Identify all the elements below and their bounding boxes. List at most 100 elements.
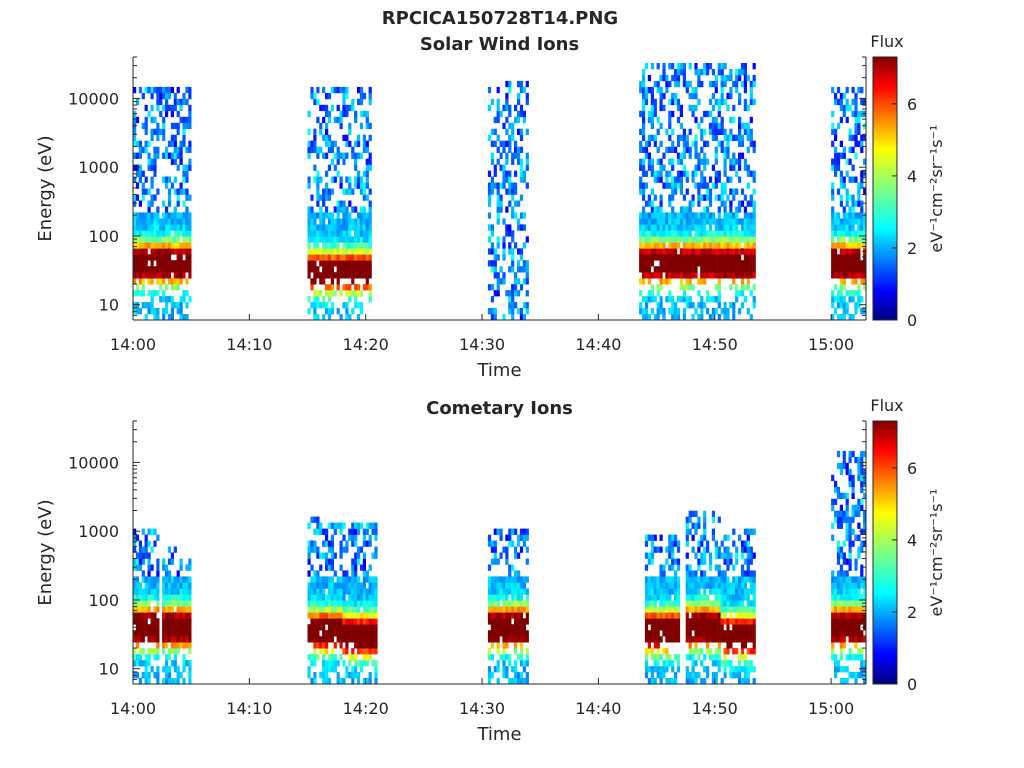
- flux-cell-burst-5: [508, 564, 512, 571]
- flux-cell-burst-7: [685, 522, 689, 529]
- flux-cell-burst-8: [732, 636, 736, 643]
- flux-cell-burst-5: [519, 618, 524, 625]
- flux-cell-burst-2: [162, 600, 166, 607]
- flux-cell-burst-5: [842, 182, 846, 189]
- flux-cell-burst-5: [505, 618, 509, 625]
- flux-cell-burst-7: [711, 618, 715, 625]
- flux-cell-burst-3: [487, 248, 492, 255]
- flux-cell-burst-4: [740, 152, 745, 159]
- flux-cell-burst-2: [351, 308, 355, 315]
- flux-cell-burst-4: [345, 636, 349, 643]
- flux-cell-burst-3: [322, 624, 326, 631]
- flux-cell-burst-4: [752, 200, 756, 207]
- flux-cell-burst-8: [740, 612, 745, 619]
- flux-cell-burst-1: [170, 236, 174, 243]
- flux-cell-burst-3: [313, 660, 317, 667]
- flux-cell-burst-4: [720, 194, 724, 201]
- flux-cell-burst-1: [150, 224, 154, 231]
- flux-cell-burst-2: [319, 254, 323, 261]
- flux-cell-burst-6: [659, 594, 663, 601]
- flux-cell-burst-6: [671, 576, 675, 583]
- flux-cell-burst-7: [688, 516, 692, 523]
- flux-cell-burst-7: [703, 624, 707, 631]
- flux-cell-burst-4: [708, 98, 713, 106]
- flux-cell-burst-9: [857, 504, 861, 511]
- flux-cell-burst-4: [665, 176, 669, 183]
- flux-cell-burst-1: [147, 588, 151, 595]
- flux-cell-burst-4: [706, 194, 710, 201]
- flux-cell-burst-4: [656, 314, 660, 321]
- flux-cell-burst-7: [694, 510, 698, 517]
- flux-cell-burst-2: [339, 176, 343, 183]
- flux-cell-burst-4: [703, 272, 707, 279]
- flux-cell-burst-1: [150, 200, 154, 207]
- flux-cell-burst-1: [173, 176, 177, 183]
- flux-cell-burst-3: [313, 606, 317, 613]
- flux-cell-burst-1: [153, 242, 157, 249]
- flux-cell-burst-2: [162, 564, 166, 571]
- flux-cell-burst-4: [665, 170, 669, 177]
- flux-cell-burst-4: [674, 182, 678, 189]
- flux-cell-burst-4: [365, 678, 369, 685]
- flux-cell-burst-5: [848, 158, 852, 165]
- flux-cell-burst-5: [487, 600, 492, 607]
- flux-cell-burst-2: [368, 206, 372, 213]
- flux-cell-burst-5: [522, 606, 526, 613]
- flux-cell-burst-8: [735, 630, 739, 637]
- flux-cell-burst-5: [508, 636, 512, 643]
- flux-cell-burst-2: [170, 678, 174, 685]
- flux-cell-burst-4: [740, 278, 745, 285]
- flux-cell-burst-4: [348, 654, 352, 661]
- flux-cell-burst-4: [650, 170, 654, 177]
- flux-cell-burst-8: [746, 528, 750, 535]
- flux-cell-burst-3: [493, 248, 497, 255]
- flux-cell-burst-5: [845, 224, 849, 231]
- flux-cell-burst-4: [668, 134, 672, 141]
- flux-cell-burst-3: [490, 230, 494, 237]
- flux-cell-burst-2: [330, 212, 334, 219]
- flux-cell-burst-5: [831, 86, 835, 94]
- flux-cell-burst-2: [339, 236, 343, 243]
- flux-cell-burst-4: [642, 134, 646, 141]
- flux-cell-burst-4: [650, 104, 654, 112]
- flux-cell-burst-5: [502, 642, 506, 649]
- flux-cell-burst-1: [150, 104, 154, 112]
- flux-cell-burst-4: [685, 218, 689, 225]
- flux-cell-burst-3: [316, 576, 320, 583]
- flux-cell-burst-4: [711, 272, 715, 279]
- flux-cell-burst-4: [714, 158, 718, 165]
- flux-cell-burst-2: [357, 170, 361, 177]
- flux-cell-burst-4: [720, 128, 724, 135]
- flux-cell-burst-2: [185, 618, 189, 625]
- flux-cell-burst-2: [365, 254, 369, 261]
- flux-cell-burst-6: [676, 576, 681, 583]
- flux-cell-burst-7: [694, 636, 698, 643]
- flux-cell-burst-4: [653, 134, 657, 141]
- flux-cell-burst-8: [726, 546, 730, 553]
- flux-cell-burst-3: [514, 200, 518, 207]
- flux-cell-burst-2: [316, 194, 320, 201]
- flux-cell-burst-4: [671, 260, 675, 267]
- flux-cell-burst-3: [517, 110, 521, 118]
- flux-cell-burst-2: [327, 266, 332, 273]
- flux-cell-burst-1: [179, 212, 183, 219]
- flux-cell-burst-2: [351, 206, 355, 213]
- flux-cell-burst-5: [493, 588, 497, 595]
- flux-cell-burst-9: [842, 642, 846, 649]
- flux-cell-burst-6: [659, 612, 663, 619]
- flux-cell-burst-1: [162, 218, 166, 225]
- flux-cell-burst-6: [644, 630, 649, 637]
- flux-cell-burst-4: [659, 254, 663, 261]
- flux-cell-burst-5: [845, 260, 849, 267]
- flux-cell-burst-3: [336, 600, 340, 607]
- flux-cell-burst-1: [135, 152, 140, 159]
- flux-cell-burst-4: [746, 248, 750, 255]
- flux-cell-burst-9: [836, 588, 841, 595]
- flux-cell-burst-4: [746, 212, 750, 219]
- flux-cell-burst-9: [857, 630, 861, 637]
- flux-cell-burst-4: [697, 200, 701, 207]
- flux-cell-burst-3: [508, 242, 512, 249]
- flux-cell-burst-5: [839, 170, 843, 177]
- flux-cell-burst-4: [659, 260, 663, 267]
- flux-cell-burst-5: [487, 618, 492, 625]
